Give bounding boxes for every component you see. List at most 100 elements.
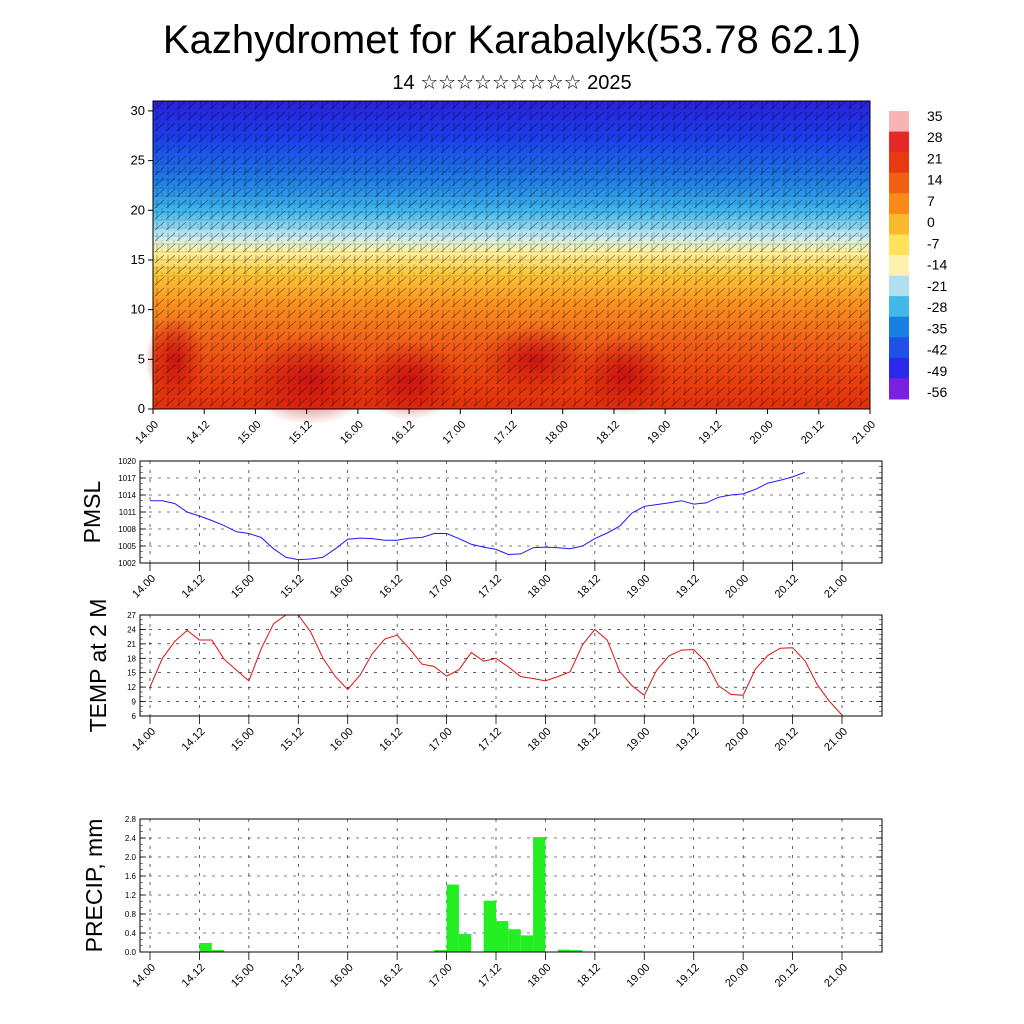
x-tick-label: 16.12 [389, 419, 417, 447]
precip-bar [211, 950, 225, 952]
x-tick-label: 19.00 [624, 962, 652, 990]
precip-chart: 0.0 0.4 0.8 1.2 1.6 2.0 2.4 2.8 14.00 14.12 15.00 1… [81, 815, 883, 990]
colorbar-label: 0 [927, 214, 935, 230]
y-tick-label: 6 [132, 712, 137, 721]
colorbar-label: 14 [927, 172, 943, 188]
panel-frame [139, 460, 883, 564]
precip-bar [458, 933, 472, 952]
x-tick-label: 14.00 [130, 962, 158, 990]
x-tick-label: 15.12 [278, 726, 306, 754]
colorbar-swatch [889, 131, 909, 153]
x-tick-label: 15.12 [278, 962, 306, 990]
colorbar-label: -49 [927, 363, 947, 379]
colorbar-swatch [889, 172, 909, 194]
colorbar-label: 35 [927, 108, 943, 124]
x-tick-label: 19.00 [645, 419, 673, 447]
x-tick-label: 17.12 [476, 726, 504, 754]
x-tick-label: 17.00 [427, 962, 455, 990]
precip-bar [520, 935, 534, 952]
x-tick-label: 14.00 [130, 573, 158, 601]
colorbar-label: -28 [927, 299, 947, 315]
x-tick-label: 14.12 [180, 573, 208, 601]
colorbar-label: -21 [927, 278, 947, 294]
y-axis-label: TEMP at 2 M [85, 599, 111, 733]
x-tick-label: 17.12 [476, 573, 504, 601]
x-tick-label: 17.00 [440, 419, 468, 447]
colorbar-label: -14 [927, 257, 947, 273]
x-tick-label: 18.12 [575, 962, 603, 990]
colorbar-swatch [889, 152, 909, 174]
x-tick-label: 18.12 [594, 419, 622, 447]
colorbar-swatch [889, 234, 909, 256]
x-tick-label: 14.12 [184, 419, 212, 447]
colorbar-label: 28 [927, 129, 943, 145]
y-tick-label: 1002 [118, 559, 136, 568]
x-tick-label: 18.00 [543, 419, 571, 447]
x-tick-label: 18.00 [526, 962, 554, 990]
x-tick-label: 20.12 [799, 419, 827, 447]
colorbar-label: -35 [927, 320, 947, 336]
precip-bar [557, 949, 571, 952]
x-tick-label: 20.00 [723, 573, 751, 601]
colorbar-swatch [889, 337, 909, 359]
x-tick-label: 15.00 [229, 573, 257, 601]
precip-bar [483, 900, 496, 952]
x-tick-label: 16.00 [328, 962, 356, 990]
colorbar-swatch [889, 255, 909, 277]
colorbar-swatch [889, 111, 909, 133]
x-tick-label: 14.00 [130, 726, 158, 754]
x-tick-label: 14.12 [180, 962, 208, 990]
x-tick-label: 20.12 [773, 573, 801, 601]
wind-barbs-upper [153, 161, 870, 281]
x-tick-label: 14.12 [180, 726, 208, 754]
x-tick-label: 17.12 [476, 962, 504, 990]
series-line [150, 471, 806, 561]
colorbar-label: -56 [927, 384, 947, 400]
x-tick-label: 17.00 [427, 726, 455, 754]
x-tick-label: 20.00 [723, 726, 751, 754]
y-tick-label: 1.6 [125, 872, 137, 881]
x-tick-label: 16.12 [377, 726, 405, 754]
y-tick-label: 27 [127, 611, 136, 620]
y-tick-label: 30 [131, 103, 145, 118]
x-tick-label: 18.12 [575, 573, 603, 601]
x-tick-label: 15.12 [278, 573, 306, 601]
x-tick-label: 17.12 [492, 419, 520, 447]
panel-frame [139, 818, 883, 953]
y-axis-label: PMSL [79, 480, 105, 543]
colorbar-swatch [889, 296, 909, 318]
y-tick-label: 18 [127, 654, 136, 663]
colorbar-label: -42 [927, 342, 947, 358]
x-tick-label: 21.00 [850, 419, 878, 447]
y-tick-label: 25 [131, 153, 145, 168]
precip-bar [434, 950, 447, 952]
colorbar-swatch [889, 213, 909, 235]
y-axis-label: PRECIP, mm [81, 819, 107, 953]
y-tick-label: 1005 [118, 542, 136, 551]
precip-bar [446, 884, 459, 952]
y-tick-label: 9 [132, 698, 137, 707]
x-tick-label: 18.00 [526, 573, 554, 601]
y-tick-label: 12 [127, 683, 136, 692]
y-tick-label: 20 [131, 202, 145, 217]
x-tick-label: 15.00 [229, 962, 257, 990]
x-tick-label: 20.12 [773, 962, 801, 990]
y-tick-label: 21 [127, 640, 136, 649]
x-tick-label: 16.12 [377, 573, 405, 601]
y-tick-label: 1.2 [125, 891, 137, 900]
precip-bar [508, 929, 521, 952]
y-tick-label: 2.0 [125, 853, 137, 862]
x-tick-label: 16.00 [338, 419, 366, 447]
y-tick-label: 24 [127, 625, 136, 634]
x-tick-label: 19.00 [624, 726, 652, 754]
colorbar-label: -7 [927, 235, 940, 251]
colorbar-label: 21 [927, 150, 943, 166]
y-tick-label: 10 [131, 302, 145, 317]
colorbar-swatch [889, 316, 909, 338]
y-tick-label: 1008 [118, 525, 136, 534]
x-tick-label: 19.12 [697, 419, 725, 447]
x-tick-label: 21.00 [822, 962, 850, 990]
y-tick-label: 15 [127, 669, 136, 678]
